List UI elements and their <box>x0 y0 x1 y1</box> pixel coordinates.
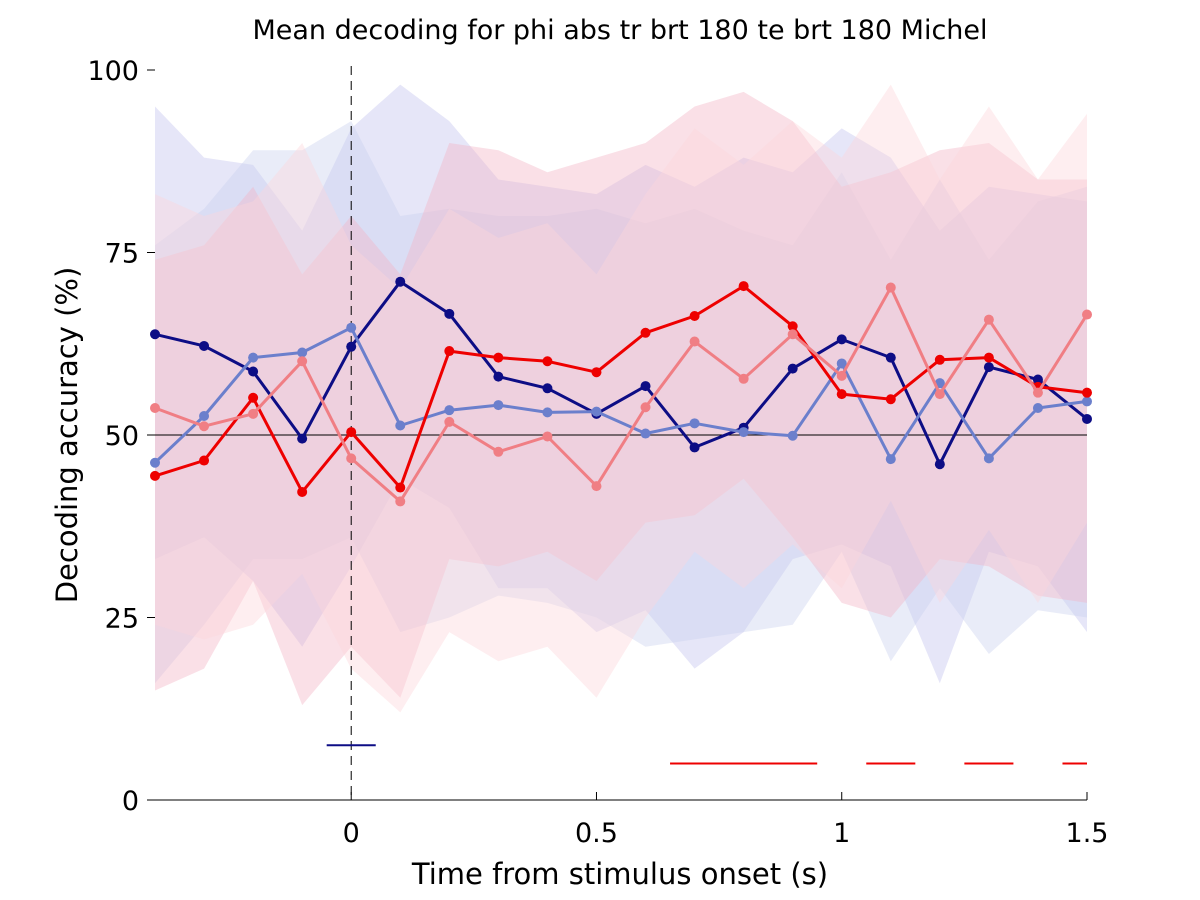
data-point <box>493 371 504 382</box>
data-point <box>150 457 160 468</box>
y-tick-label: 50 <box>105 421 139 452</box>
data-point <box>689 442 700 453</box>
x-tick-label: 0 <box>343 818 360 849</box>
data-point <box>395 496 406 507</box>
x-tick-label: 0.5 <box>575 818 618 849</box>
data-point <box>199 455 210 466</box>
data-point <box>934 389 945 400</box>
data-point <box>836 358 847 369</box>
data-point <box>1032 374 1043 385</box>
data-point <box>934 354 945 365</box>
y-tick-label: 100 <box>87 56 139 87</box>
data-point <box>836 334 847 345</box>
data-point <box>591 406 602 417</box>
data-point <box>885 454 896 465</box>
data-point <box>493 400 504 411</box>
data-point <box>591 481 602 492</box>
data-point <box>640 402 651 413</box>
data-point <box>346 427 357 438</box>
data-point <box>542 383 553 394</box>
x-tick-label: 1.5 <box>1066 818 1109 849</box>
data-point <box>983 352 994 363</box>
data-point <box>885 352 896 363</box>
data-point <box>199 421 210 432</box>
data-point <box>1032 387 1043 398</box>
series-lines <box>150 276 1092 507</box>
data-point <box>689 418 700 429</box>
data-point <box>493 446 504 457</box>
data-point <box>248 366 259 377</box>
data-point <box>346 322 357 333</box>
y-tick-label: 75 <box>105 239 139 270</box>
data-point <box>738 427 749 438</box>
data-point <box>248 352 259 363</box>
data-point <box>542 407 553 418</box>
data-point <box>1082 309 1092 320</box>
data-point <box>444 308 455 319</box>
data-point <box>444 405 455 416</box>
data-point <box>1032 402 1043 413</box>
data-point <box>395 420 406 431</box>
data-point <box>738 281 749 292</box>
x-axis-label: Time from stimulus onset (s) <box>411 857 828 891</box>
data-point <box>150 329 160 340</box>
data-point <box>444 346 455 357</box>
data-point <box>444 416 455 427</box>
series-line-1 <box>154 280 1088 466</box>
data-point <box>297 486 308 497</box>
data-point <box>493 352 504 363</box>
data-point <box>787 430 798 441</box>
data-point <box>346 341 357 352</box>
confidence-band-1 <box>155 84 1087 684</box>
data-point <box>983 362 994 373</box>
data-point <box>199 411 210 422</box>
data-point <box>689 311 700 322</box>
data-point <box>983 314 994 325</box>
data-point <box>689 336 700 347</box>
data-point <box>640 428 651 439</box>
data-point <box>542 356 553 367</box>
data-point <box>787 363 798 374</box>
data-point <box>885 394 896 405</box>
data-point <box>150 470 160 481</box>
data-point <box>542 431 553 442</box>
data-point <box>787 329 798 340</box>
data-point <box>738 373 749 384</box>
data-point <box>885 282 896 293</box>
x-tick-label: 1 <box>833 818 850 849</box>
y-tick-label: 0 <box>122 786 139 817</box>
data-point <box>297 433 308 444</box>
data-point <box>248 408 259 419</box>
data-point <box>1082 396 1092 407</box>
data-point <box>1082 387 1092 398</box>
data-point <box>983 453 994 464</box>
confidence-band-2 <box>155 121 1087 684</box>
data-point <box>836 389 847 400</box>
data-point <box>395 276 406 287</box>
series-line-4 <box>154 286 1089 503</box>
data-point <box>836 370 847 381</box>
y-axis-label: Decoding accuracy (%) <box>50 267 84 604</box>
data-point <box>591 367 602 378</box>
data-point <box>1082 413 1092 424</box>
significance-bars <box>326 744 1087 765</box>
data-point <box>640 381 651 392</box>
data-point <box>787 321 798 332</box>
data-point <box>934 459 945 470</box>
chart-title: Mean decoding for phi abs tr brt 180 te … <box>252 15 987 46</box>
y-tick-label: 25 <box>105 604 139 635</box>
data-point <box>640 327 651 338</box>
data-point <box>248 392 259 403</box>
series-line-3 <box>154 284 1088 494</box>
data-point <box>297 347 308 358</box>
data-point <box>346 453 357 464</box>
data-point <box>297 356 308 367</box>
series-line-2 <box>153 326 1088 464</box>
data-point <box>150 402 160 413</box>
axes: 0 0.5 1 1.5 0 25 50 75 100 <box>87 56 1108 849</box>
data-point <box>395 482 406 493</box>
data-point <box>199 340 210 351</box>
